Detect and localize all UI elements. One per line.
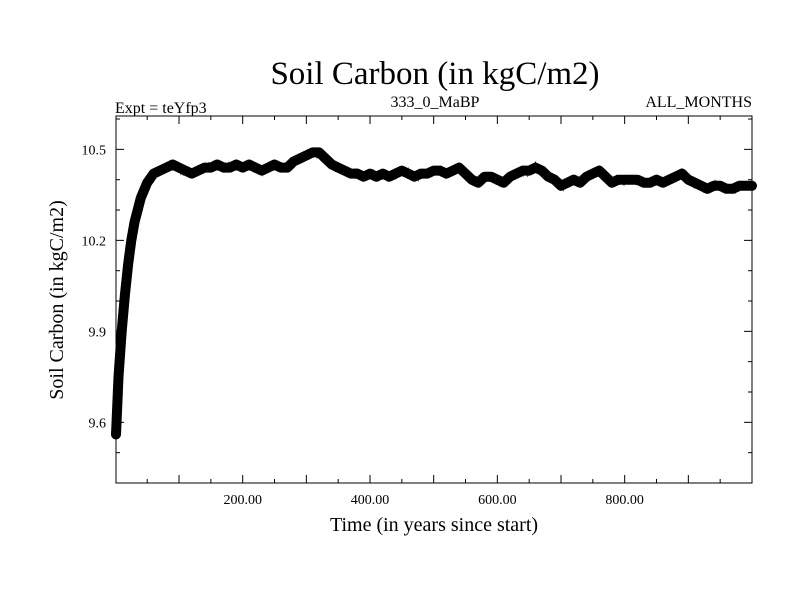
- y-tick-label: 9.9: [89, 325, 107, 340]
- subtitle-period: 333_0_MaBP: [391, 94, 480, 111]
- subtitle-experiment: Expt = teYfp3: [115, 100, 207, 117]
- subtitle-months: ALL_MONTHS: [645, 94, 752, 111]
- x-tick-label: 600.00: [478, 493, 517, 508]
- y-tick-label: 9.6: [89, 416, 107, 431]
- y-tick-label: 10.5: [82, 143, 107, 158]
- x-axis-label: Time (in years since start): [330, 514, 538, 536]
- series-group: [111, 147, 757, 440]
- x-tick-label: 200.00: [223, 493, 262, 508]
- chart-title: Soil Carbon (in kgC/m2): [270, 56, 599, 92]
- series-noise: [115, 147, 753, 436]
- y-axis-ticks: 9.6 9.9 10.2 10.5: [82, 118, 752, 454]
- x-tick-label: 800.00: [605, 493, 644, 508]
- x-tick-label: 400.00: [351, 493, 390, 508]
- y-tick-label: 10.2: [82, 234, 107, 249]
- x-axis-ticks: 200.00 400.00 600.00 800.00: [146, 116, 721, 508]
- plot-frame: [115, 115, 753, 484]
- y-axis-label: Soil Carbon (in kgC/m2): [46, 200, 68, 399]
- series-line: [111, 147, 757, 440]
